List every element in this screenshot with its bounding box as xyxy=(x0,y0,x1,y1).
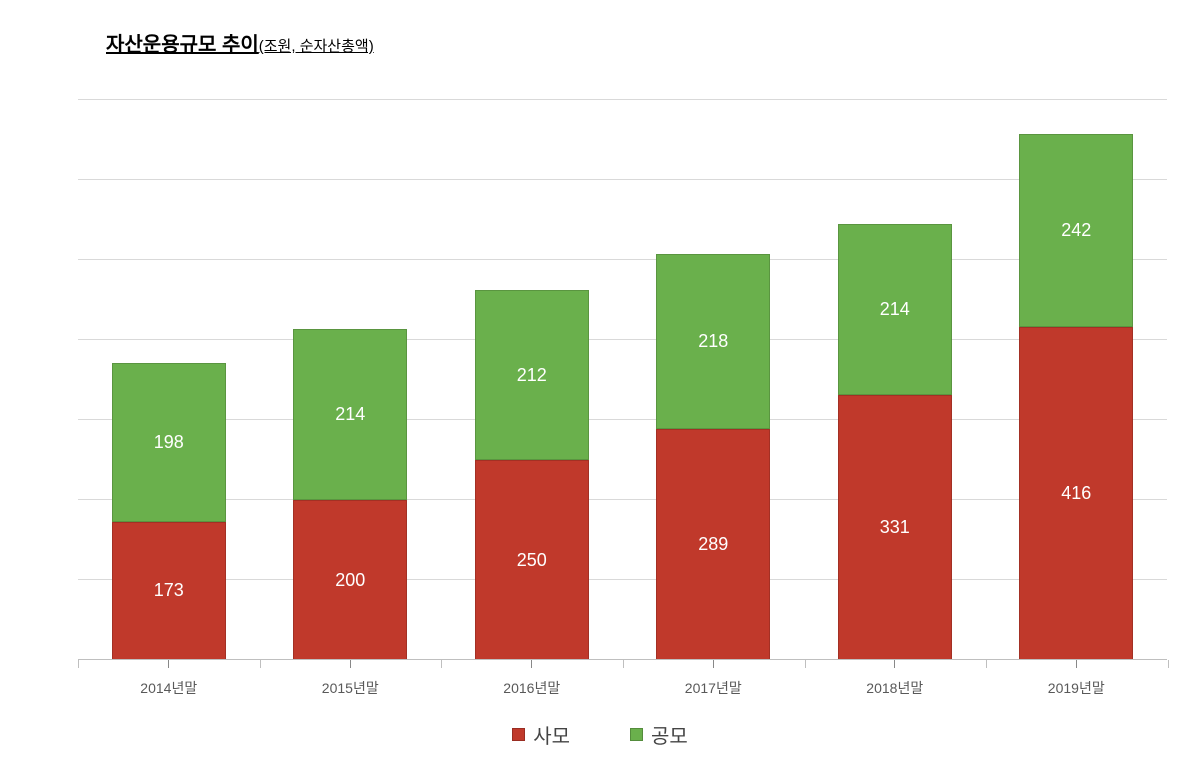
bar-slot: 1731982014년말 xyxy=(78,100,260,660)
category-label: 2017년말 xyxy=(685,678,742,698)
plot-area: 1731982014년말2002142015년말2502122016년말2892… xyxy=(78,100,1168,660)
axis-tick xyxy=(623,660,624,668)
legend-label: 공모 xyxy=(651,720,688,749)
title-main: 자산운용규모 추이 xyxy=(106,34,259,56)
axis-tick xyxy=(168,660,169,668)
bar-stack: 200214 xyxy=(293,329,407,660)
bar-segment-사모: 173 xyxy=(112,522,226,660)
legend-swatch xyxy=(512,728,525,741)
axis-tick xyxy=(805,660,806,668)
bar-segment-공모: 212 xyxy=(475,290,589,460)
bar-segment-공모: 198 xyxy=(112,363,226,521)
bar-slot: 4162422019년말 xyxy=(986,100,1168,660)
legend-item: 사모 xyxy=(512,720,570,749)
axis-tick xyxy=(531,660,532,668)
bar-stack: 173198 xyxy=(112,363,226,660)
bar-slot: 3312142018년말 xyxy=(804,100,986,660)
axis-tick xyxy=(260,660,261,668)
legend: 사모 공모 xyxy=(0,720,1200,749)
bar-segment-사모: 250 xyxy=(475,460,589,660)
category-label: 2015년말 xyxy=(322,678,379,698)
category-label: 2018년말 xyxy=(866,678,923,698)
category-label: 2016년말 xyxy=(503,678,560,698)
bar-slot: 2002142015년말 xyxy=(260,100,442,660)
bar-segment-사모: 289 xyxy=(656,429,770,660)
bar-segment-공모: 214 xyxy=(838,224,952,395)
category-label: 2014년말 xyxy=(140,678,197,698)
bar-segment-공모: 242 xyxy=(1019,134,1133,328)
legend-item: 공모 xyxy=(630,720,688,749)
axis-tick xyxy=(78,660,79,668)
axis-tick xyxy=(350,660,351,668)
legend-label: 사모 xyxy=(533,720,570,749)
bar-slot: 2892182017년말 xyxy=(623,100,805,660)
bar-slot: 2502122016년말 xyxy=(441,100,623,660)
axis-tick xyxy=(713,660,714,668)
bar-segment-사모: 416 xyxy=(1019,327,1133,660)
bar-segment-공모: 214 xyxy=(293,329,407,500)
axis-tick xyxy=(1168,660,1169,668)
category-label: 2019년말 xyxy=(1048,678,1105,698)
bar-stack: 416242 xyxy=(1019,134,1133,660)
chart-title: 자산운용규모 추이(조원, 순자산총액) xyxy=(106,28,374,57)
axis-tick xyxy=(1076,660,1077,668)
bar-stack: 289218 xyxy=(656,254,770,660)
bar-container: 1731982014년말2002142015년말2502122016년말2892… xyxy=(78,100,1167,660)
axis-tick xyxy=(986,660,987,668)
axis-tick xyxy=(894,660,895,668)
bar-stack: 331214 xyxy=(838,224,952,660)
bar-stack: 250212 xyxy=(475,290,589,660)
bar-segment-사모: 200 xyxy=(293,500,407,660)
axis-tick xyxy=(441,660,442,668)
bar-segment-사모: 331 xyxy=(838,395,952,660)
title-sub: (조원, 순자산총액) xyxy=(259,38,374,55)
legend-swatch xyxy=(630,728,643,741)
bar-segment-공모: 218 xyxy=(656,254,770,428)
